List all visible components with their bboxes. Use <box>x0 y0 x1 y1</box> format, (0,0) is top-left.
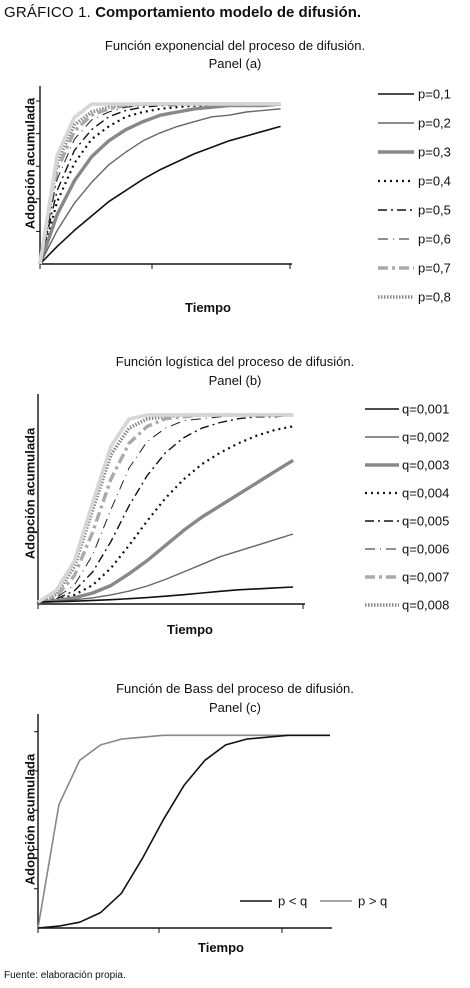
panel-a-legend-label: p=0,5 <box>418 203 451 218</box>
panel-a-legend-label: p=0,2 <box>418 116 451 131</box>
panel-a-legend-label: p=0,4 <box>418 174 451 189</box>
panel-b-legend-label: q=0,004 <box>402 486 449 501</box>
panel-a-xlabel: Tiempo <box>185 300 231 315</box>
panel-a-legend-label: p=0,7 <box>418 261 451 276</box>
panel-b-series-line <box>37 414 294 603</box>
figure-title: GRÁFICO 1. Comportamiento modelo de difu… <box>4 4 361 21</box>
panel-a-series-line <box>39 108 281 265</box>
panel-b-envelope-line <box>37 413 294 604</box>
panel-c-xlabel: Tiempo <box>198 940 244 955</box>
panel-a-legend-label: p=0,1 <box>418 87 451 102</box>
panel-b-legend-label: q=0,002 <box>402 430 449 445</box>
panel-a-series-line <box>39 103 281 265</box>
panel-b-legend-label: q=0,001 <box>402 402 449 417</box>
panel-b-legend-label: q=0,007 <box>402 570 449 585</box>
panel-b-series-line <box>37 414 294 603</box>
panel-b-legend-label: q=0,006 <box>402 542 449 557</box>
panel-b-legend-label: q=0,003 <box>402 458 449 473</box>
panel-a-subtitle: Panel (a) <box>208 56 262 71</box>
panel-b-series-line <box>37 425 294 604</box>
panel-a-series-line <box>38 102 281 265</box>
panel-a-title: Función exponencial del proceso de difus… <box>104 38 366 53</box>
panel-b-xlabel: Tiempo <box>167 622 213 637</box>
panel-c-legend-label: p > q <box>358 894 387 909</box>
panel-b-series-line <box>37 586 294 603</box>
source-note: Fuente: elaboración propia. <box>4 970 126 981</box>
panel-b-title: Función logística del proceso de difusió… <box>115 354 355 369</box>
panel-b-series-line <box>37 413 294 604</box>
panel-c-title: Función de Bass del proceso de difusión. <box>116 681 354 696</box>
panel-a-series-line <box>39 125 281 265</box>
panel-c-subtitle: Panel (c) <box>208 700 262 715</box>
panel-b-legend-label: q=0,008 <box>402 598 449 613</box>
figure-title-text: Comportamiento modelo de difusión. <box>95 4 362 21</box>
panel-b-legend-label: q=0,005 <box>402 514 449 529</box>
panel-a-legend-label: p=0,6 <box>418 232 451 247</box>
panel-a-legend-label: p=0,8 <box>418 290 451 305</box>
figure-label: GRÁFICO 1. <box>4 4 92 21</box>
panel-c-series-line <box>37 734 330 929</box>
panel-a-envelope-line <box>38 102 281 265</box>
panel-b-series-line <box>37 533 294 603</box>
panel-c-legend-label: p < q <box>278 894 307 909</box>
panel-b-series-line <box>37 458 294 604</box>
panel-a-legend-label: p=0,3 <box>418 145 451 160</box>
panel-b-subtitle: Panel (b) <box>208 373 262 388</box>
